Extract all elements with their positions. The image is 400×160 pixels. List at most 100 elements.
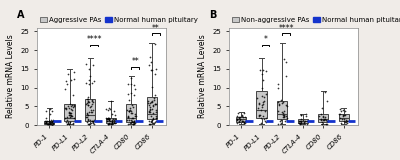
Text: **: ** <box>152 24 160 33</box>
Point <box>322 91 328 93</box>
Point <box>258 117 264 119</box>
Point <box>256 114 262 116</box>
Point <box>147 111 154 113</box>
Point <box>147 105 153 108</box>
Point <box>153 115 159 117</box>
Point <box>63 118 70 121</box>
Point <box>88 111 94 114</box>
Point <box>320 115 326 117</box>
Point <box>111 119 118 122</box>
Point <box>319 123 325 125</box>
Point <box>256 101 262 104</box>
Point <box>130 121 136 124</box>
Point <box>105 123 112 126</box>
Point <box>279 111 286 114</box>
Text: A: A <box>17 10 25 20</box>
Point <box>91 80 97 82</box>
Point <box>66 116 73 118</box>
Point <box>104 117 111 119</box>
Point <box>340 113 347 116</box>
Point <box>127 119 134 122</box>
Point <box>297 118 304 121</box>
Point <box>85 119 92 121</box>
Point <box>259 86 265 89</box>
Point <box>153 120 160 123</box>
Y-axis label: Relative mRNA Levels: Relative mRNA Levels <box>6 35 14 118</box>
Point <box>296 122 302 125</box>
Point <box>144 102 151 105</box>
Point <box>132 113 138 116</box>
Point <box>89 120 95 123</box>
Point <box>261 110 268 112</box>
Point <box>318 112 324 115</box>
Point <box>241 122 248 124</box>
Point <box>84 102 90 105</box>
Point <box>242 116 248 118</box>
Point <box>255 106 261 109</box>
Point <box>151 121 157 124</box>
Point <box>302 119 308 122</box>
Point <box>146 109 152 112</box>
Text: ****: **** <box>278 24 294 33</box>
Point <box>128 117 135 120</box>
Point <box>83 103 89 105</box>
Point <box>234 118 240 120</box>
Point <box>68 115 75 117</box>
Point <box>46 120 52 123</box>
Point <box>238 120 245 123</box>
Legend: Non-aggressive PAs, Normal human pituitary: Non-aggressive PAs, Normal human pituita… <box>232 17 400 23</box>
Point <box>65 120 72 123</box>
Point <box>125 109 132 112</box>
Point <box>340 113 346 116</box>
Point <box>105 108 111 111</box>
Point <box>259 72 266 75</box>
Point <box>86 79 92 82</box>
Point <box>260 117 267 120</box>
Point <box>42 120 48 123</box>
Point <box>62 88 69 90</box>
Point <box>49 120 55 123</box>
Point <box>263 93 269 96</box>
Point <box>66 114 73 116</box>
Point <box>44 123 50 125</box>
Point <box>86 106 93 109</box>
Text: *: * <box>264 35 268 44</box>
Point <box>111 120 118 123</box>
Point <box>109 122 116 124</box>
Point <box>150 117 157 120</box>
Point <box>338 122 344 124</box>
Point <box>130 117 136 120</box>
Point <box>300 119 306 121</box>
Point <box>70 94 76 97</box>
Point <box>62 107 68 109</box>
Point <box>256 115 262 117</box>
Point <box>241 121 247 124</box>
PathPatch shape <box>277 101 287 120</box>
Point <box>70 78 77 80</box>
Point <box>146 120 152 123</box>
Point <box>316 114 322 117</box>
Point <box>85 100 91 102</box>
Point <box>343 121 350 124</box>
Point <box>147 109 153 111</box>
Point <box>46 123 52 125</box>
Point <box>106 118 112 120</box>
Point <box>234 122 240 124</box>
Point <box>104 117 111 120</box>
Point <box>90 63 96 66</box>
Point <box>46 119 52 122</box>
Point <box>86 68 93 70</box>
Point <box>240 112 247 114</box>
Point <box>106 118 112 120</box>
Point <box>70 116 77 119</box>
Point <box>107 119 113 122</box>
Point <box>342 114 348 117</box>
Point <box>46 123 52 125</box>
Point <box>151 98 157 101</box>
Point <box>278 121 284 124</box>
Point <box>274 87 281 89</box>
Point <box>149 118 156 121</box>
Point <box>152 103 158 105</box>
Point <box>132 115 139 117</box>
Point <box>84 98 91 100</box>
